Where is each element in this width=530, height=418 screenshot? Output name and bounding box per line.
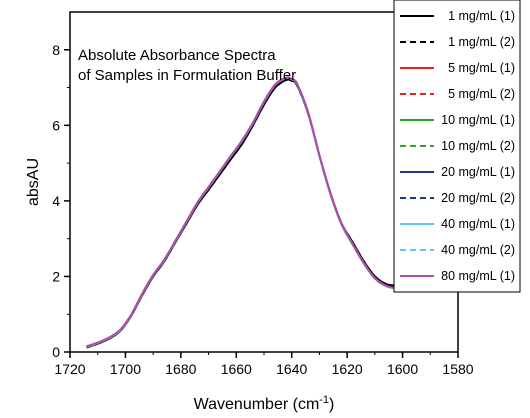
legend-label: 40 mg/mL (1) [441, 217, 515, 231]
x-axis-label-superscript: -1 [319, 394, 329, 406]
legend-label: 80 mg/mL (1) [441, 269, 515, 283]
legend-label: 40 mg/mL (2) [441, 243, 515, 257]
x-axis-label: Wavenumber (cm-1) [194, 394, 335, 413]
legend-label: 1 mg/mL (1) [448, 9, 515, 23]
y-tick-label: 4 [52, 193, 60, 209]
legend-label: 10 mg/mL (2) [441, 139, 515, 153]
y-tick-label: 2 [52, 268, 60, 284]
legend-label: 5 mg/mL (2) [448, 87, 515, 101]
legend-label: 10 mg/mL (1) [441, 113, 515, 127]
series-line-1 [86, 78, 428, 349]
x-tick-label: 1660 [221, 361, 252, 377]
x-axis-label-end: ) [329, 396, 334, 413]
legend-label: 20 mg/mL (2) [441, 191, 515, 205]
x-tick-label: 1600 [387, 361, 418, 377]
x-tick-label: 1620 [332, 361, 363, 377]
series-line-2 [86, 78, 428, 349]
x-tick-label: 1700 [110, 361, 141, 377]
x-tick-label: 1720 [54, 361, 85, 377]
y-tick-label: 8 [52, 42, 60, 58]
x-axis-ticks: 1720 1700 1680 1660 1640 1620 1600 1580 [54, 352, 474, 377]
y-tick-label: 0 [52, 344, 60, 360]
x-tick-label: 1580 [442, 361, 473, 377]
x-tick-label: 1640 [276, 361, 307, 377]
x-axis-label-main: Wavenumber (cm [194, 396, 320, 413]
legend: 1 mg/mL (1) 1 mg/mL (2) 5 mg/mL (1) 5 mg/mL… [393, 0, 521, 293]
legend-label: 1 mg/mL (2) [448, 35, 515, 49]
series-line-11 [86, 76, 428, 348]
legend-items: 1 mg/mL (1) 1 mg/mL (2) 5 mg/mL (1) 5 mg/mL… [400, 9, 515, 283]
series-group [86, 76, 428, 349]
x-tick-label: 1680 [165, 361, 196, 377]
y-axis-label: absAU [25, 158, 42, 206]
chart-subtitle: of Samples in Formulation Buffer [78, 67, 296, 84]
y-axis-ticks: 0 2 4 6 8 [52, 42, 70, 360]
plot-area [69, 11, 459, 353]
legend-label: 20 mg/mL (1) [441, 165, 515, 179]
chart-title: Absolute Absorbance Spectra [78, 47, 276, 64]
legend-label: 5 mg/mL (1) [448, 61, 515, 75]
y-tick-label: 6 [52, 117, 60, 133]
